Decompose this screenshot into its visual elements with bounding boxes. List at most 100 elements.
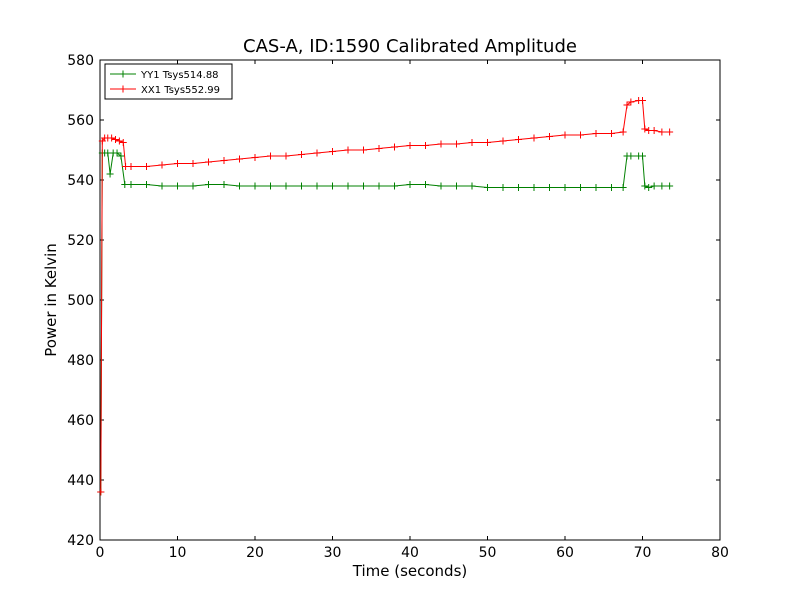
series-1-point-28 — [422, 142, 429, 149]
legend-entry-1: XX1 Tsys552.99 — [110, 85, 220, 96]
series-0-point-7 — [117, 152, 125, 160]
series-0-point-48 — [650, 182, 658, 190]
series-layer — [97, 97, 674, 496]
series-1-point-27 — [406, 142, 414, 149]
series-1 — [97, 97, 674, 496]
series-1-point-43 — [627, 98, 635, 106]
series-0-point-35 — [530, 184, 538, 191]
series-0-point-18 — [267, 182, 274, 190]
series-1-point-42 — [623, 101, 631, 109]
legend-entry-0: YY1 Tsys514.88 — [110, 70, 219, 81]
legend-marker-0 — [119, 70, 127, 78]
series-0-point-38 — [577, 184, 584, 191]
series-1-point-16 — [236, 155, 243, 163]
series-0-point-24 — [360, 182, 367, 190]
series-1-point-36 — [546, 133, 553, 140]
series-1-point-17 — [251, 154, 259, 161]
series-0-point-6 — [113, 149, 121, 157]
y-tick-label-1: 440 — [67, 473, 94, 489]
x-tick-label-3: 30 — [324, 545, 342, 561]
series-1-point-21 — [313, 149, 321, 157]
series-1-point-24 — [360, 146, 367, 154]
series-1-point-48 — [650, 127, 658, 134]
series-0-point-28 — [422, 181, 429, 188]
series-1-point-9 — [127, 163, 135, 170]
series-0-point-4 — [106, 170, 114, 178]
series-0-point-34 — [515, 184, 522, 191]
series-0 — [97, 149, 674, 496]
series-1-point-5 — [112, 136, 119, 143]
series-1-point-33 — [499, 137, 507, 145]
series-1-point-29 — [437, 140, 445, 148]
series-0-point-9 — [127, 181, 135, 188]
x-tick-label-7: 70 — [634, 545, 652, 561]
y-tick-label-6: 540 — [67, 173, 94, 189]
legend-label-0: YY1 Tsys514.88 — [140, 70, 219, 81]
series-1-point-34 — [515, 136, 522, 143]
series-1-point-35 — [530, 134, 538, 142]
series-1-point-30 — [453, 140, 460, 148]
series-1-point-10 — [143, 163, 150, 170]
y-tick-label-2: 460 — [67, 413, 94, 429]
series-0-point-40 — [608, 184, 615, 191]
series-1-point-22 — [329, 148, 336, 155]
series-0-point-31 — [468, 182, 476, 190]
series-1-point-26 — [391, 143, 398, 151]
legend-frame — [104, 63, 233, 100]
series-0-point-22 — [329, 182, 336, 190]
series-0-point-13 — [189, 182, 197, 190]
series-0-point-27 — [406, 181, 414, 188]
y-tick-label-8: 580 — [67, 53, 94, 69]
series-0-point-10 — [143, 181, 150, 188]
series-0-point-23 — [344, 182, 352, 190]
series-0-point-36 — [546, 184, 553, 191]
series-1-point-15 — [220, 157, 228, 164]
series-0-point-12 — [174, 182, 181, 190]
series-0-point-32 — [484, 184, 491, 191]
series-0-point-25 — [375, 182, 383, 190]
series-0-point-20 — [298, 182, 305, 190]
series-1-point-45 — [639, 97, 646, 104]
series-0-point-19 — [282, 182, 290, 190]
y-tick-label-5: 520 — [67, 233, 94, 249]
x-axis-ticks: 0 10 20 30 40 50 60 70 80 — [96, 60, 729, 561]
y-axis-ticks: 420 440 460 480 500 520 540 560 580 — [67, 53, 720, 549]
series-0-point-30 — [453, 182, 460, 190]
series-0-point-47 — [645, 184, 653, 191]
y-tick-label-0: 420 — [67, 533, 94, 549]
series-1-point-40 — [608, 130, 615, 137]
x-tick-label-4: 40 — [401, 545, 419, 561]
series-1-point-32 — [484, 139, 491, 146]
x-axis-title: Time (seconds) — [352, 562, 468, 580]
series-0-point-39 — [592, 184, 600, 191]
series-0-point-29 — [437, 182, 445, 190]
series-0-point-21 — [313, 182, 321, 190]
series-1-point-23 — [344, 146, 352, 154]
series-1-point-41 — [619, 128, 627, 136]
series-1-point-20 — [298, 151, 305, 158]
series-0-point-45 — [639, 152, 646, 160]
series-1-point-25 — [375, 145, 383, 152]
series-0-point-8 — [121, 181, 129, 188]
plot-frame — [99, 59, 721, 541]
x-tick-label-8: 80 — [711, 545, 729, 561]
x-tick-label-1: 10 — [169, 545, 187, 561]
series-1-point-12 — [174, 160, 181, 167]
legend: YY1 Tsys514.88 XX1 Tsys552.99 — [104, 63, 233, 100]
series-1-point-37 — [561, 131, 569, 139]
y-axis-title: Power in Kelvin — [42, 243, 60, 357]
y-tick-label-4: 500 — [67, 293, 94, 309]
x-tick-label-0: 0 — [96, 545, 105, 561]
series-0-point-41 — [619, 184, 627, 191]
series-0-point-16 — [236, 182, 243, 190]
series-0-point-33 — [499, 184, 507, 191]
series-0-point-15 — [220, 181, 228, 188]
series-1-point-0 — [97, 488, 105, 496]
x-tick-label-6: 60 — [556, 545, 574, 561]
series-0-point-26 — [391, 182, 398, 190]
series-1-point-50 — [666, 128, 674, 136]
series-0-point-43 — [627, 152, 635, 160]
series-1-point-13 — [189, 160, 197, 167]
x-tick-label-5: 50 — [479, 545, 497, 561]
